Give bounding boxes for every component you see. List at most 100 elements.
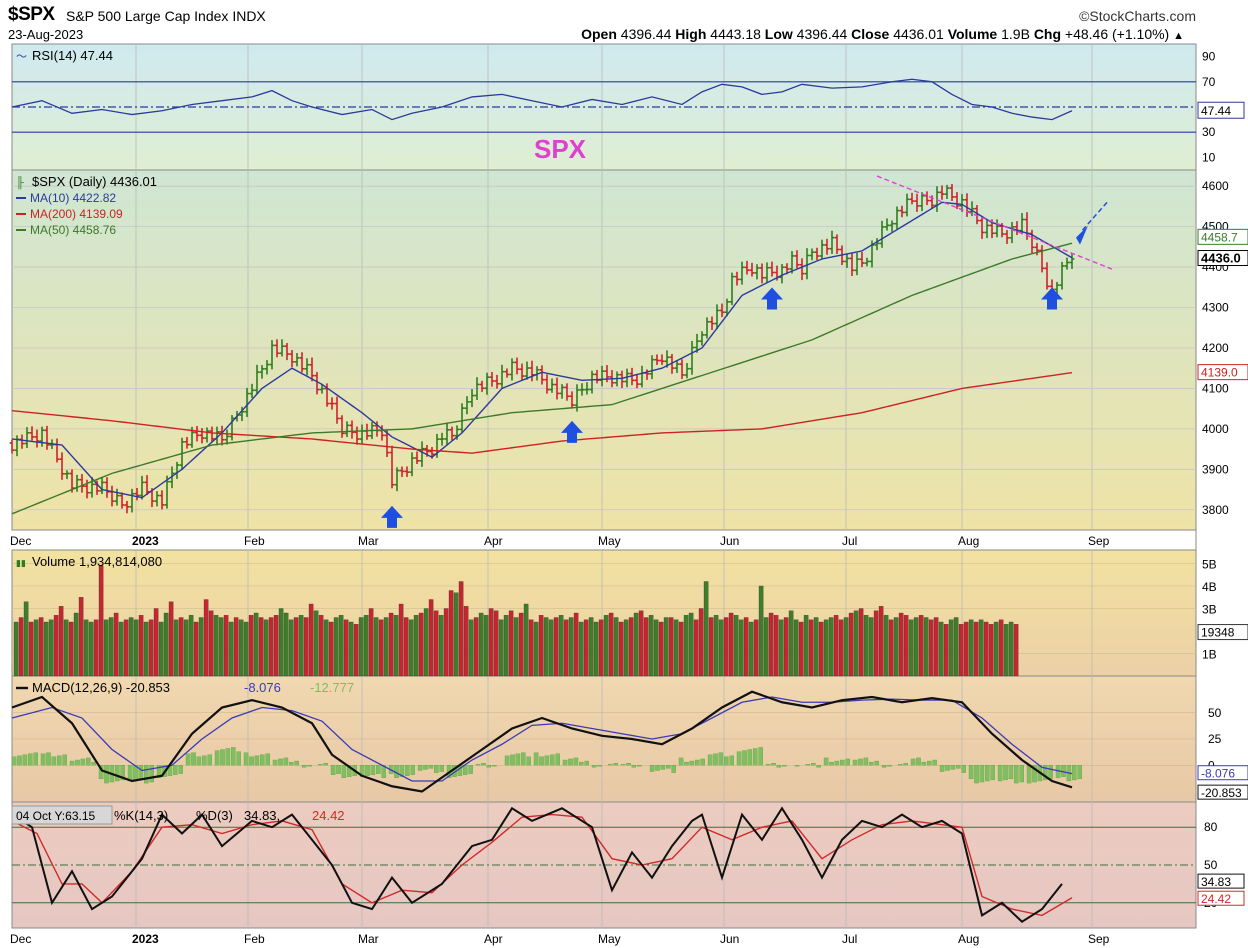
macd-histogram-bar [1008,765,1014,780]
macd-histogram-bar [718,752,724,766]
macd-histogram-bar [555,753,560,766]
macd-histogram-bar [700,758,705,766]
price-bar [939,185,945,200]
price-bar [164,475,170,509]
volume-bar [383,617,389,677]
price-bar [244,387,250,417]
volume-bar [723,617,729,677]
macd-histogram-bar [613,763,618,766]
macd-histogram-bar [974,765,979,784]
bar-legend-icon: ╟ [16,175,24,190]
price-tick-4600: 4600 [1202,179,1229,193]
macd-histogram-bar [736,751,742,766]
price-bar [969,201,975,217]
volume-bar [788,610,794,677]
volume-bar [773,615,779,677]
volume-bar [963,621,969,677]
price-bar [789,251,795,274]
macd-histogram-bar [475,764,481,766]
close-value: 4436.01 [893,26,944,42]
close-label: Close [851,26,890,42]
symbol-title: $SPX [8,4,55,25]
volume-bar [68,621,74,677]
volume-bar [693,619,699,677]
brand-label[interactable]: ©StockCharts.com [1079,8,1196,24]
price-bar [64,470,70,480]
price-tick-3900: 3900 [1202,462,1229,476]
price-bar [649,355,655,380]
price-bar [659,354,665,365]
volume-bar [583,619,589,677]
macd-histogram-bar [695,759,700,766]
price-bar [249,383,255,399]
volume-bar [78,597,84,677]
volume-bar [728,612,734,677]
volume-bar [938,621,944,677]
volume-bar [743,617,749,677]
volume-bar [398,603,404,677]
volume-bar [303,617,309,677]
volume-bar [623,619,629,677]
macd-histogram-bar [758,747,763,766]
crosshair-readout: 04 Oct Y:63.15 [16,809,95,823]
price-bar [204,427,210,443]
x-tick-label-Apr: Apr [484,534,503,548]
macd-histogram-bar [689,760,695,766]
volume-bar [198,617,204,677]
macd-histogram-bar [265,753,270,766]
price-bar [199,428,205,444]
macd-histogram-bar [997,765,1003,782]
price-bar [1054,281,1060,295]
volume-bar [253,612,259,677]
price-bar [724,298,730,317]
price-bar [439,432,445,446]
macd-histogram-bar [439,765,444,772]
macd-histogram-bar [805,764,811,766]
volume-bar [858,608,864,677]
x-tick-label-Mar: Mar [358,534,379,548]
volume-bar [973,621,979,677]
macd-histogram-bar [765,764,771,766]
x-tick-label-bottom-2023: 2023 [132,932,159,946]
macd-histogram-bar [149,765,154,783]
price-bar [884,218,890,231]
price-bar [154,491,160,507]
price-bar [299,352,305,373]
macd-histogram-bar [526,756,531,766]
volume-bar [868,617,874,677]
macd-histogram-bar [811,763,816,766]
volume-bar [103,619,109,677]
volume-bar [368,608,374,677]
volume-bar [413,615,419,677]
price-bar [484,372,490,395]
volume-bar [93,619,99,677]
x-tick-label-May: May [598,534,621,548]
rsi-tag-box [1197,101,1245,119]
volume-bar [358,617,364,677]
volume-bar [333,617,339,677]
macd-line [11,690,1073,793]
volume-bar [248,615,254,677]
price-bar [779,264,785,284]
macd-histogram-bar [62,754,67,766]
volume-bar [763,617,769,677]
macd-histogram-bar [626,763,631,766]
volume-bar [33,619,39,677]
price-tag-0: 4458.7 [1201,230,1238,244]
volume-bar [283,612,289,677]
projection-arrow-head [1076,225,1088,245]
price-bar [829,230,835,254]
volume-bar [663,617,669,677]
volume-bar [143,621,149,677]
macd-histogram-bar [939,765,945,772]
price-bar [619,370,625,389]
volume-bar [888,619,894,677]
volume-bar [833,615,839,677]
volume-bar [588,617,594,677]
volume-bar [348,621,354,677]
crosshair-readout-box [11,805,113,825]
macd-histogram-bar [417,765,423,771]
macd-histogram-bar [979,765,985,783]
price-bar [849,252,855,276]
